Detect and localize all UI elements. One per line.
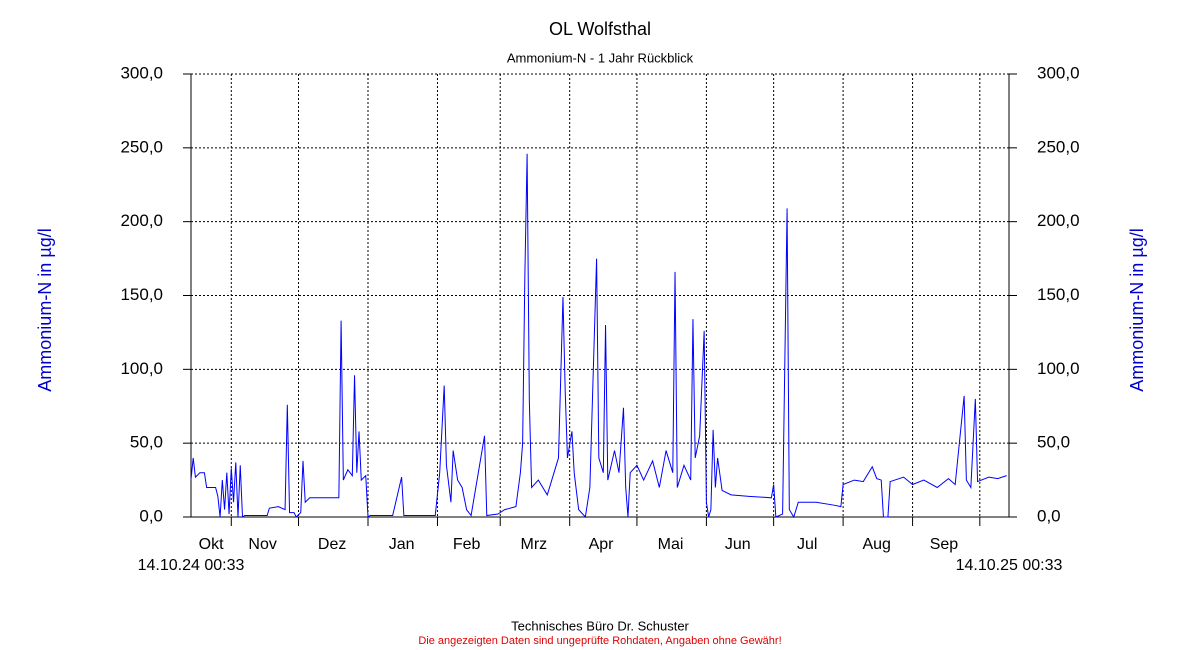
x-tick-label: Jan <box>389 536 415 553</box>
y2-tick-label: 200,0 <box>1037 211 1080 230</box>
y-tick-label: 300,0 <box>120 63 163 82</box>
y2-tick-label: 150,0 <box>1037 285 1080 304</box>
x-tick-label: Feb <box>453 536 481 553</box>
y2-tick-label: 250,0 <box>1037 137 1080 156</box>
disclaimer: Die angezeigten Daten sind ungeprüfte Ro… <box>418 635 781 647</box>
chart-title: OL Wolfsthal <box>549 19 651 39</box>
x-tick-label: Sep <box>930 536 959 553</box>
x-tick-label: Mrz <box>521 536 548 553</box>
x-tick-label: Apr <box>589 536 615 553</box>
y2-tick-label: 300,0 <box>1037 63 1080 82</box>
chart-subtitle: Ammonium-N - 1 Jahr Rückblick <box>507 50 694 65</box>
data-line <box>190 153 1007 519</box>
y-axis-title: Ammonium-N in µg/l <box>35 228 55 391</box>
x-tick-label: Dez <box>318 536 346 553</box>
y-tick-label: 100,0 <box>120 359 163 378</box>
y-tick-label: 200,0 <box>120 211 163 230</box>
y-tick-label: 0,0 <box>139 506 163 525</box>
y-tick-label: 150,0 <box>120 285 163 304</box>
x-tick-label: Nov <box>248 536 276 553</box>
start-label: 14.10.24 00:33 <box>138 557 245 574</box>
x-tick-label: Jul <box>797 536 817 553</box>
y2-tick-label: 0,0 <box>1037 506 1061 525</box>
x-tick-label: Okt <box>199 536 224 553</box>
x-tick-label: Jun <box>725 536 751 553</box>
y-tick-label: 50,0 <box>130 433 163 452</box>
end-label: 14.10.25 00:33 <box>956 557 1063 574</box>
y2-axis-title: Ammonium-N in µg/l <box>1127 228 1147 391</box>
y2-tick-label: 50,0 <box>1037 433 1070 452</box>
x-tick-label: Aug <box>862 536 890 553</box>
y-tick-label: 250,0 <box>120 137 163 156</box>
y2-tick-label: 100,0 <box>1037 359 1080 378</box>
footer: Technisches Büro Dr. Schuster <box>511 618 689 633</box>
x-tick-label: Mai <box>658 536 684 553</box>
